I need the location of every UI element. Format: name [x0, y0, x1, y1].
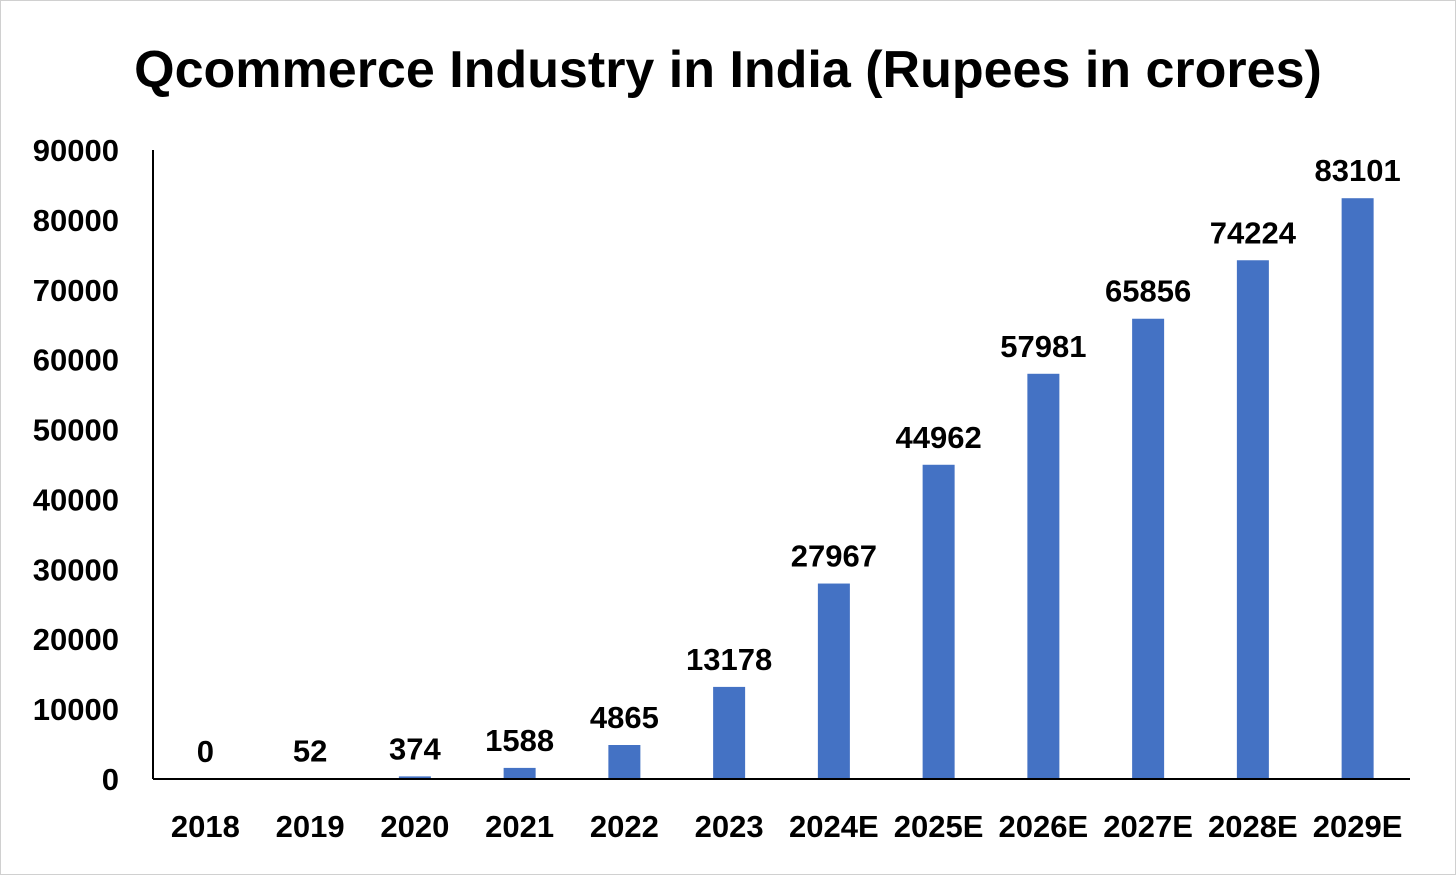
- data-label: 65856: [1105, 274, 1191, 309]
- x-tick-label: 2021: [485, 809, 554, 844]
- y-tick-label: 10000: [33, 692, 119, 727]
- y-tick-label: 60000: [33, 343, 119, 378]
- y-tick-label: 30000: [33, 552, 119, 587]
- bar: [608, 744, 641, 779]
- data-label: 74224: [1210, 215, 1297, 250]
- data-label: 44962: [896, 420, 982, 455]
- x-tick-label: 2025E: [894, 809, 984, 844]
- x-tick-label: 2018: [171, 809, 240, 844]
- bar: [1236, 260, 1269, 779]
- data-label: 57981: [1000, 329, 1086, 364]
- bar: [503, 767, 536, 779]
- x-tick-label: 2027E: [1103, 809, 1193, 844]
- x-tick-label: 2022: [590, 809, 659, 844]
- y-tick-label: 20000: [33, 622, 119, 657]
- y-tick-label: 40000: [33, 482, 119, 517]
- data-label: 52: [293, 734, 327, 769]
- data-label: 374: [389, 731, 441, 766]
- x-tick-label: 2024E: [789, 809, 879, 844]
- data-label: 13178: [686, 642, 772, 677]
- y-tick-label: 70000: [33, 273, 119, 308]
- bar: [398, 776, 431, 779]
- x-tick-label: 2026E: [999, 809, 1089, 844]
- x-tick-label: 2023: [695, 809, 764, 844]
- data-labels-group: 0 52 374 1588 4865 13178 27967 44962 57981 65856 7…: [197, 153, 1401, 769]
- y-tick-label: 80000: [33, 203, 119, 238]
- x-tick-label: 2029E: [1313, 809, 1403, 844]
- y-tick-label: 90000: [33, 133, 119, 168]
- bar: [1027, 373, 1060, 779]
- bar: [713, 686, 746, 779]
- x-tick-label: 2020: [380, 809, 449, 844]
- y-tick-label: 50000: [33, 413, 119, 448]
- data-label: 0: [197, 734, 214, 769]
- bar: [1341, 198, 1374, 780]
- data-label: 27967: [791, 539, 877, 574]
- x-axis-ticks: 2018 2019 2020 2021 2022 2023 2024E 2025E 2026E 2…: [171, 809, 1403, 844]
- y-axis-ticks: 0 10000 20000 30000 40000 50000 60000 70000 8000…: [33, 133, 119, 797]
- bar: [922, 464, 955, 779]
- data-label: 1588: [485, 723, 554, 758]
- y-tick-label: 0: [102, 762, 119, 797]
- x-tick-label: 2019: [276, 809, 345, 844]
- x-tick-label: 2028E: [1208, 809, 1298, 844]
- data-label: 4865: [590, 700, 659, 735]
- bars-group: [294, 198, 1374, 780]
- bar: [817, 583, 850, 779]
- chart-title: Qcommerce Industry in India (Rupees in c…: [134, 41, 1322, 99]
- data-label: 83101: [1315, 153, 1401, 188]
- bar: [1132, 318, 1165, 779]
